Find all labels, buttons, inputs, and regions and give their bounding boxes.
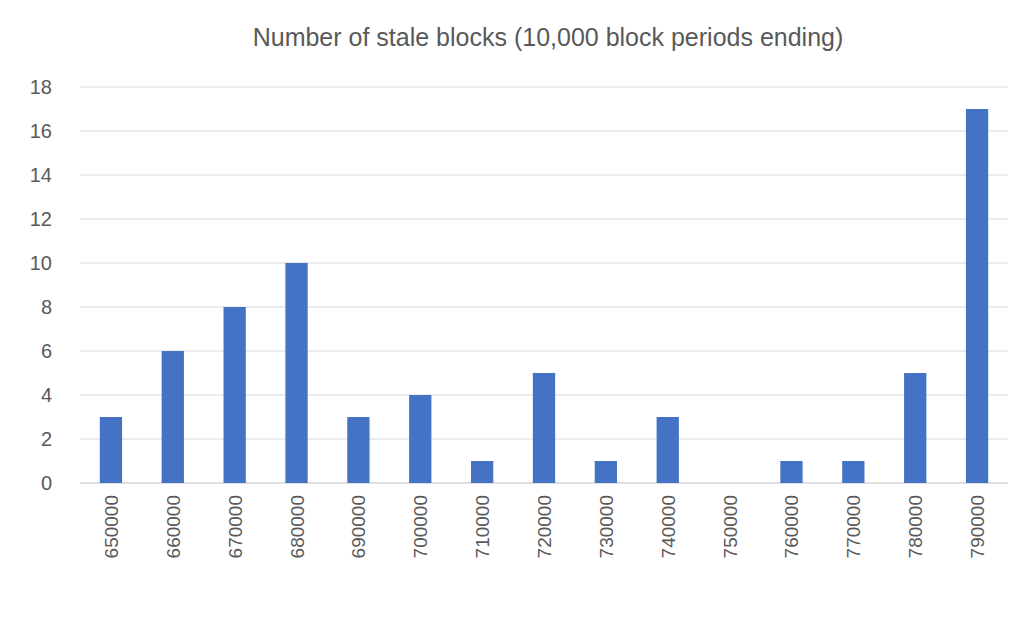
grid-line: [80, 351, 1008, 352]
chart-container: Number of stale blocks (10,000 block per…: [0, 0, 1024, 620]
bar: [533, 373, 555, 483]
y-tick-label: 0: [41, 472, 52, 494]
x-tick-label: 700000: [410, 495, 431, 558]
y-tick-label: 6: [41, 340, 52, 362]
y-tick-label: 4: [41, 384, 52, 406]
bar: [471, 461, 493, 483]
grid-line: [80, 87, 1008, 88]
x-tick-label: 680000: [287, 495, 308, 558]
bar: [285, 263, 307, 483]
bar: [595, 461, 617, 483]
x-tick-label: 660000: [163, 495, 184, 558]
x-tick-label: 720000: [534, 495, 555, 558]
bar: [224, 307, 246, 483]
y-tick-label: 10: [30, 252, 52, 274]
x-tick-label: 710000: [472, 495, 493, 558]
chart-title: Number of stale blocks (10,000 block per…: [253, 23, 844, 51]
grid-line: [80, 263, 1008, 264]
grid: [80, 87, 1008, 483]
y-tick-label: 8: [41, 296, 52, 318]
x-tick-label: 650000: [101, 495, 122, 558]
y-tick-label: 14: [30, 164, 52, 186]
bar: [162, 351, 184, 483]
bar: [409, 395, 431, 483]
grid-line: [80, 307, 1008, 308]
bar: [842, 461, 864, 483]
chart-svg: Number of stale blocks (10,000 block per…: [0, 0, 1024, 620]
bar: [657, 417, 679, 483]
y-tick-label: 16: [30, 120, 52, 142]
x-tick-label: 690000: [348, 495, 369, 558]
bar: [904, 373, 926, 483]
bars: [100, 109, 988, 483]
grid-line: [80, 219, 1008, 220]
x-tick-label: 740000: [658, 495, 679, 558]
bar: [966, 109, 988, 483]
x-tick-label: 730000: [596, 495, 617, 558]
bar: [718, 483, 740, 484]
grid-line: [80, 131, 1008, 132]
x-tick-label: 670000: [225, 495, 246, 558]
x-tick-label: 750000: [720, 495, 741, 558]
bar: [780, 461, 802, 483]
x-tick-label: 790000: [967, 495, 988, 558]
bar: [347, 417, 369, 483]
grid-line: [80, 175, 1008, 176]
x-tick-label: 760000: [781, 495, 802, 558]
bar: [100, 417, 122, 483]
y-tick-label: 12: [30, 208, 52, 230]
x-tick-label: 780000: [905, 495, 926, 558]
y-tick-label: 18: [30, 76, 52, 98]
x-tick-label: 770000: [843, 495, 864, 558]
y-tick-label: 2: [41, 428, 52, 450]
background: [0, 0, 1024, 620]
